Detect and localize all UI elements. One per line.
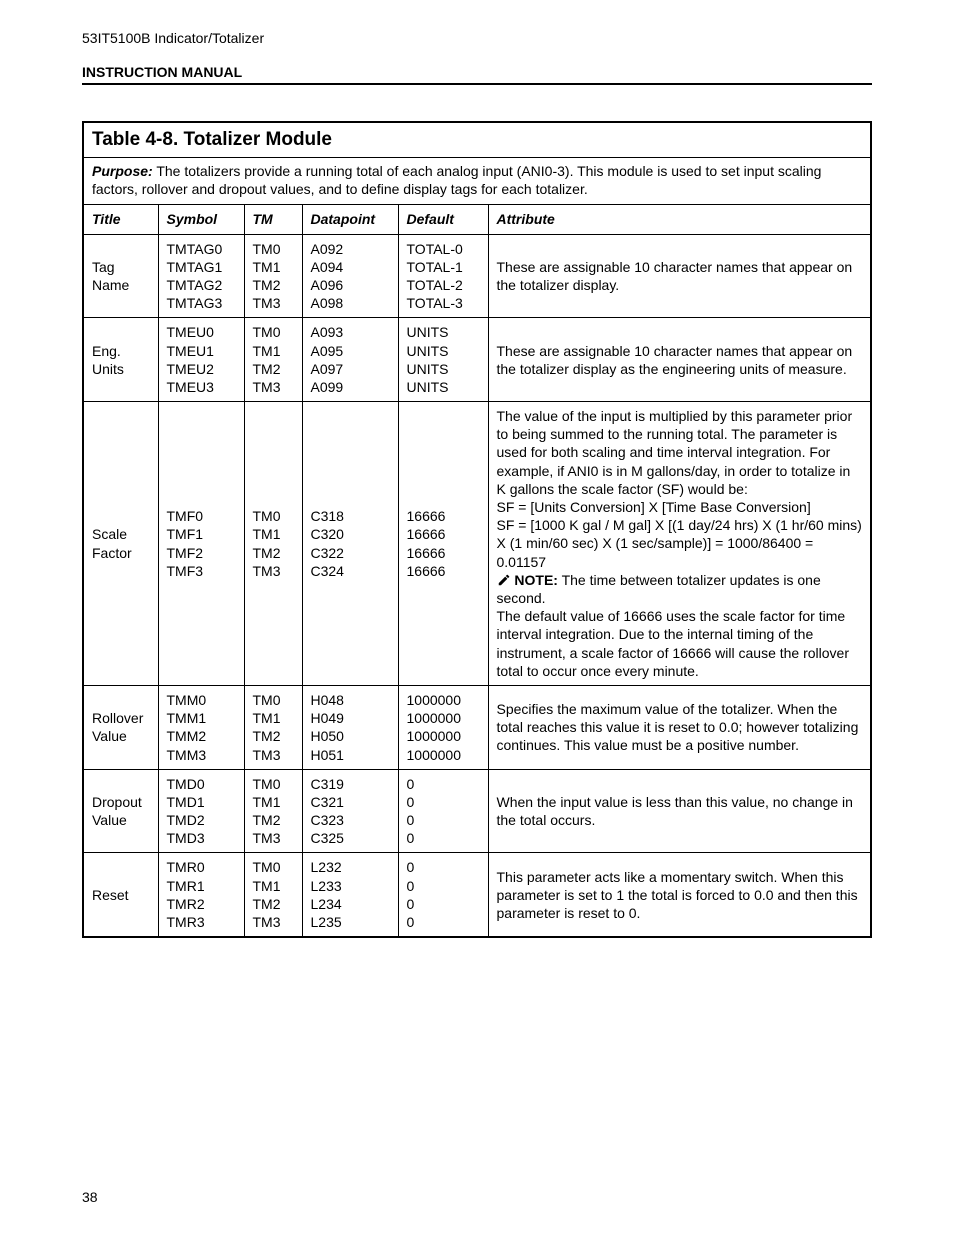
col-header-default: Default xyxy=(398,205,488,234)
cell-symbol: TMD0TMD1TMD2TMD3 xyxy=(158,769,244,853)
cell-attribute: When the input value is less than this v… xyxy=(488,769,870,853)
purpose-label: Purpose: xyxy=(92,163,153,179)
purpose-text: The totalizers provide a running total o… xyxy=(92,163,821,197)
cell-tm: TM0TM1TM2TM3 xyxy=(244,402,302,686)
doc-title: 53IT5100B Indicator/Totalizer xyxy=(82,30,872,46)
table-header-row: Title Symbol TM Datapoint Default Attrib… xyxy=(84,205,870,234)
cell-tm: TM0TM1TM2TM3 xyxy=(244,318,302,402)
cell-tm: TM0TM1TM2TM3 xyxy=(244,234,302,318)
cell-symbol: TMR0TMR1TMR2TMR3 xyxy=(158,853,244,936)
table-title: Table 4-8. Totalizer Module xyxy=(92,129,332,150)
table-row: RolloverValueTMM0TMM1TMM2TMM3TM0TM1TM2TM… xyxy=(84,685,870,769)
col-header-title: Title xyxy=(84,205,158,234)
page-number: 38 xyxy=(82,1189,98,1205)
data-table: Title Symbol TM Datapoint Default Attrib… xyxy=(84,204,870,936)
cell-default: UNITSUNITSUNITSUNITS xyxy=(398,318,488,402)
cell-datapoint: C318C320C322C324 xyxy=(302,402,398,686)
cell-default: 1000000100000010000001000000 xyxy=(398,685,488,769)
cell-title: DropoutValue xyxy=(84,769,158,853)
table-row: TagNameTMTAG0TMTAG1TMTAG2TMTAG3TM0TM1TM2… xyxy=(84,234,870,318)
cell-default: 16666166661666616666 xyxy=(398,402,488,686)
cell-datapoint: A092A094A096A098 xyxy=(302,234,398,318)
col-header-symbol: Symbol xyxy=(158,205,244,234)
cell-attribute: This parameter acts like a momentary swi… xyxy=(488,853,870,936)
cell-default: 0000 xyxy=(398,853,488,936)
cell-default: TOTAL-0TOTAL-1TOTAL-2TOTAL-3 xyxy=(398,234,488,318)
cell-tm: TM0TM1TM2TM3 xyxy=(244,685,302,769)
totalizer-table: Table 4-8. Totalizer Module Purpose: The… xyxy=(82,121,872,938)
cell-symbol: TMF0TMF1TMF2TMF3 xyxy=(158,402,244,686)
cell-tm: TM0TM1TM2TM3 xyxy=(244,853,302,936)
cell-symbol: TMM0TMM1TMM2TMM3 xyxy=(158,685,244,769)
cell-attribute: These are assignable 10 character names … xyxy=(488,318,870,402)
col-header-attribute: Attribute xyxy=(488,205,870,234)
cell-title: TagName xyxy=(84,234,158,318)
pencil-icon xyxy=(497,573,511,589)
cell-default: 0000 xyxy=(398,769,488,853)
cell-symbol: TMTAG0TMTAG1TMTAG2TMTAG3 xyxy=(158,234,244,318)
cell-title: Reset xyxy=(84,853,158,936)
cell-attribute: Specifies the maximum value of the total… xyxy=(488,685,870,769)
cell-datapoint: H048H049H050H051 xyxy=(302,685,398,769)
table-purpose: Purpose: The totalizers provide a runnin… xyxy=(83,158,871,205)
section-label: INSTRUCTION MANUAL xyxy=(82,64,872,85)
table-row: ResetTMR0TMR1TMR2TMR3TM0TM1TM2TM3L232L23… xyxy=(84,853,870,936)
table-row: Eng.UnitsTMEU0TMEU1TMEU2TMEU3TM0TM1TM2TM… xyxy=(84,318,870,402)
cell-datapoint: L232L233L234L235 xyxy=(302,853,398,936)
note-label: NOTE: xyxy=(514,572,558,588)
page: 53IT5100B Indicator/Totalizer INSTRUCTIO… xyxy=(0,0,954,1235)
cell-title: RolloverValue xyxy=(84,685,158,769)
cell-attribute: The value of the input is multiplied by … xyxy=(488,402,870,686)
cell-title: ScaleFactor xyxy=(84,402,158,686)
col-header-tm: TM xyxy=(244,205,302,234)
table-row: ScaleFactorTMF0TMF1TMF2TMF3TM0TM1TM2TM3C… xyxy=(84,402,870,686)
cell-tm: TM0TM1TM2TM3 xyxy=(244,769,302,853)
cell-datapoint: C319C321C323C325 xyxy=(302,769,398,853)
cell-attribute: These are assignable 10 character names … xyxy=(488,234,870,318)
cell-symbol: TMEU0TMEU1TMEU2TMEU3 xyxy=(158,318,244,402)
cell-title: Eng.Units xyxy=(84,318,158,402)
table-row: DropoutValueTMD0TMD1TMD2TMD3TM0TM1TM2TM3… xyxy=(84,769,870,853)
col-header-datapoint: Datapoint xyxy=(302,205,398,234)
cell-datapoint: A093A095A097A099 xyxy=(302,318,398,402)
